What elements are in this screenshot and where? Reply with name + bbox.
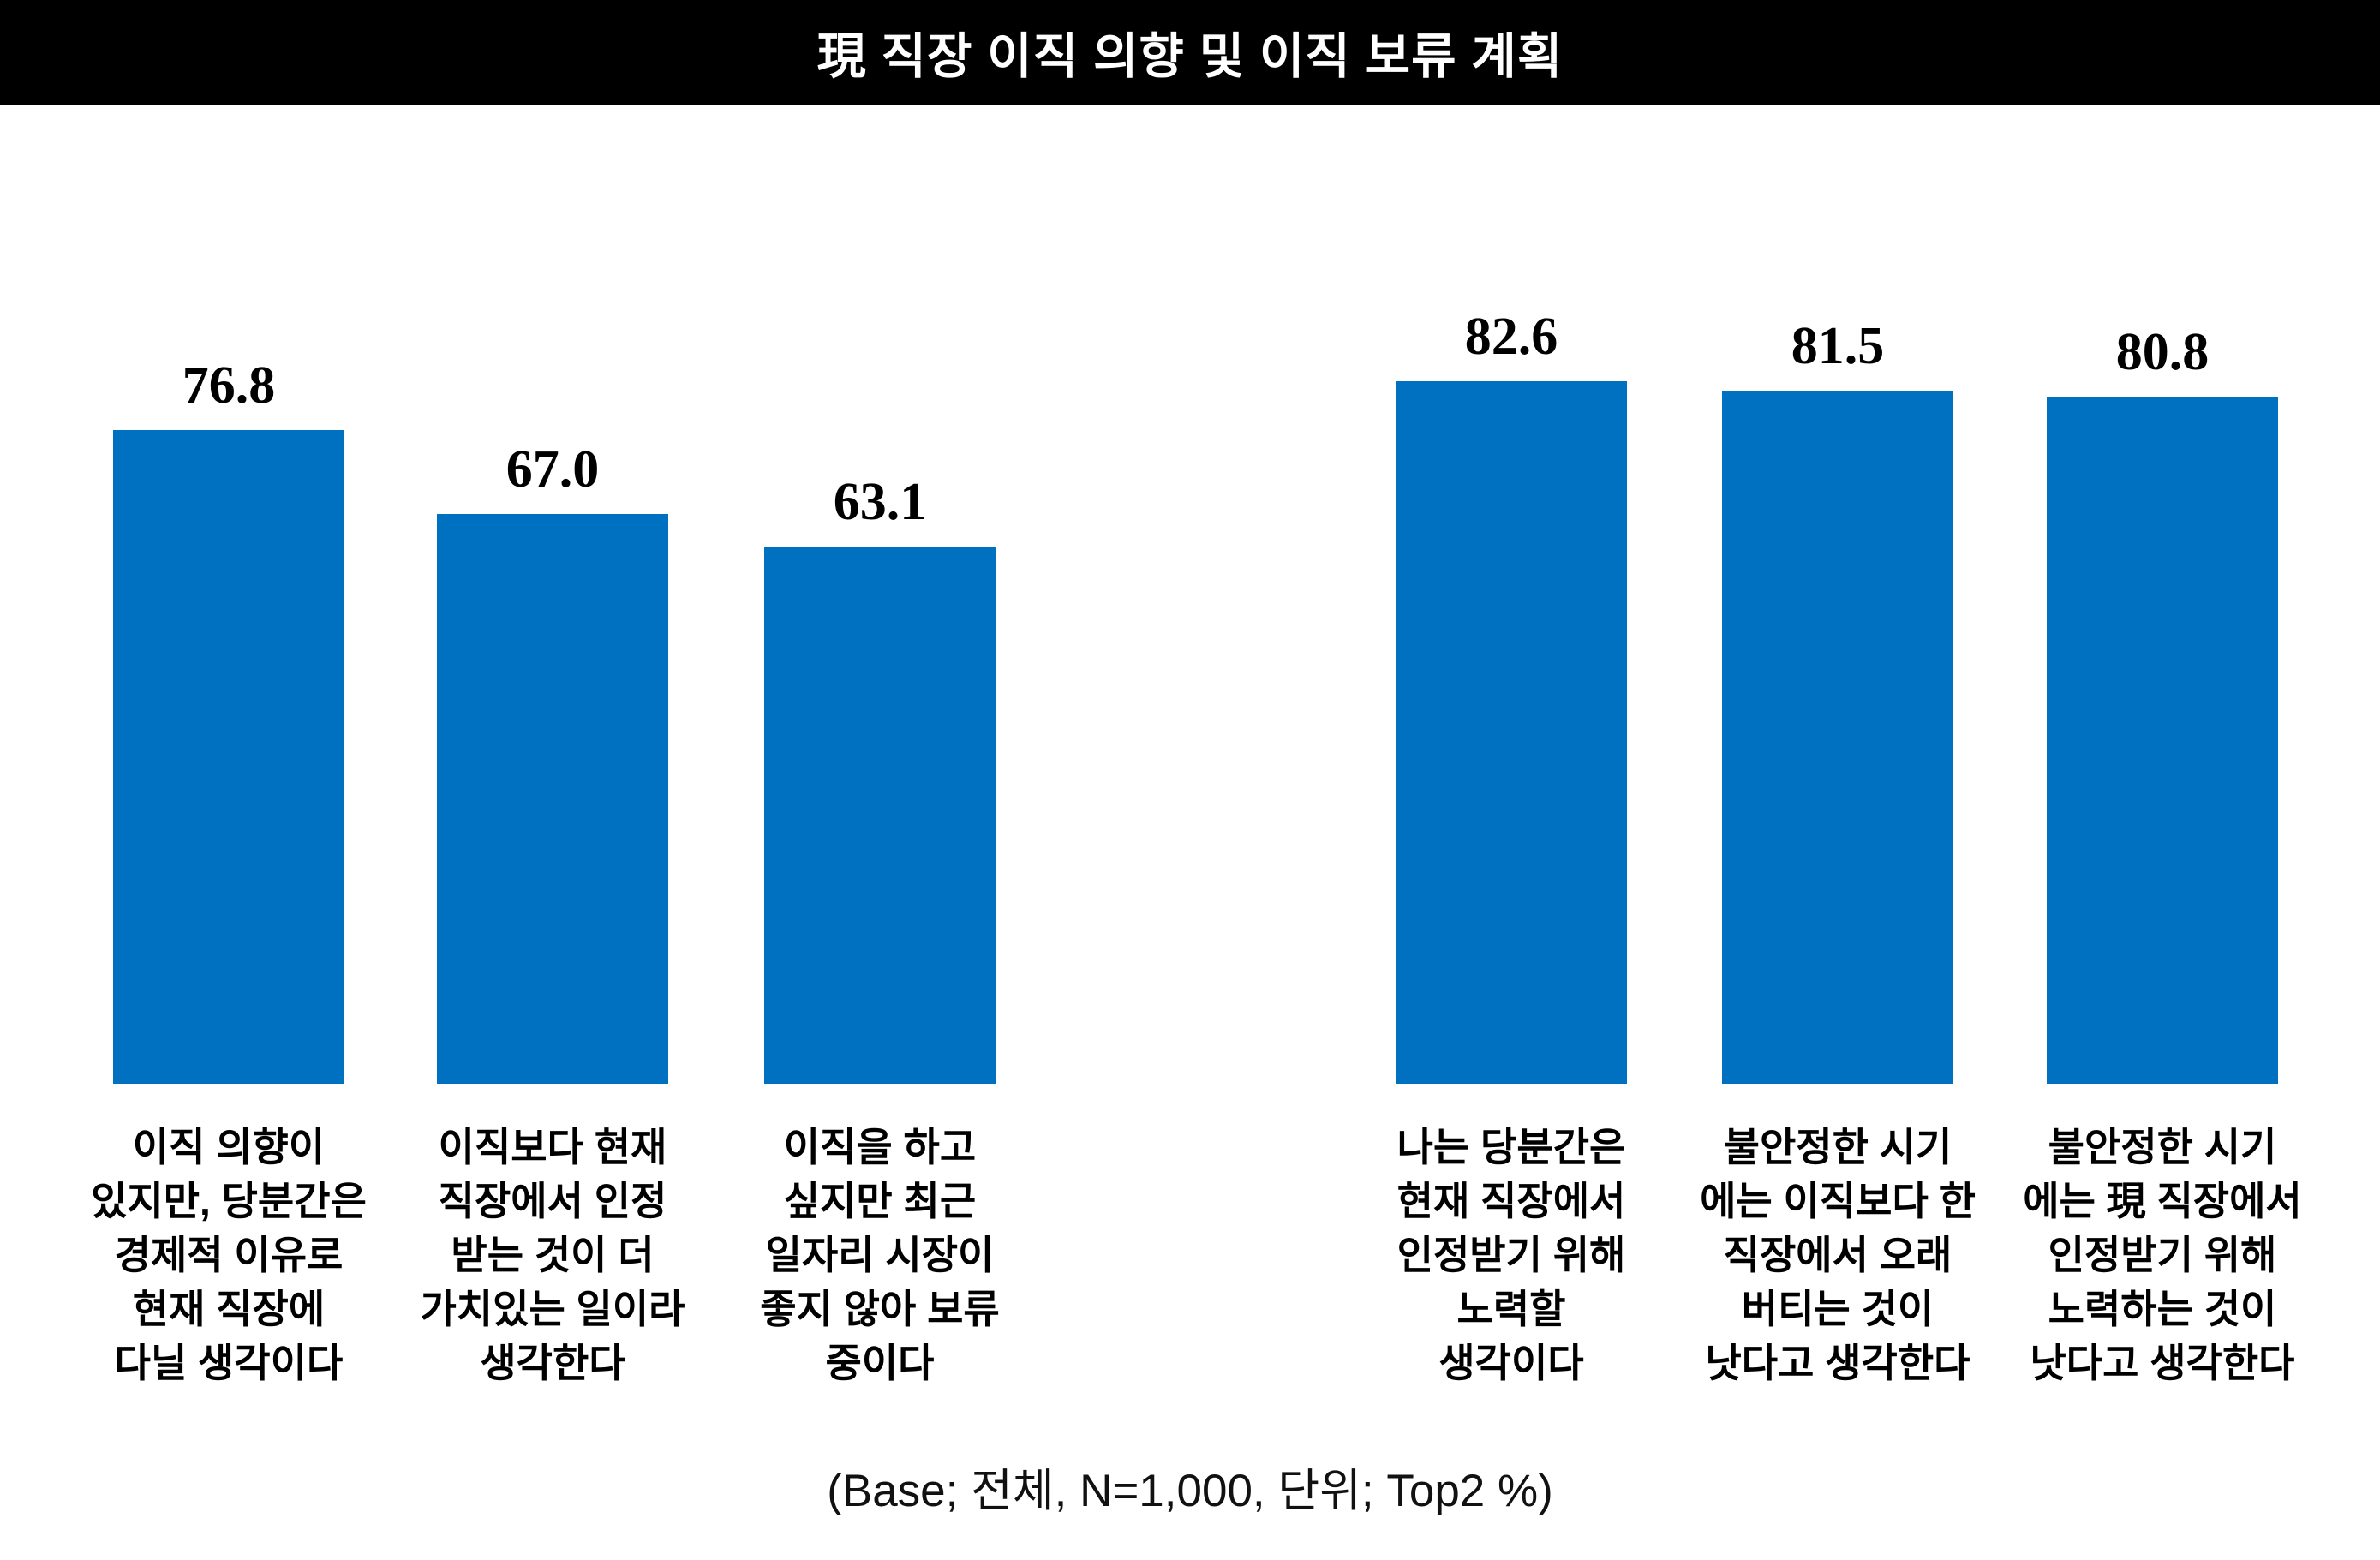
bar-value-label: 67.0 <box>505 440 600 499</box>
bar-value-label: 63.1 <box>833 473 927 531</box>
bar <box>2047 397 2278 1084</box>
bar <box>437 514 668 1084</box>
base-note: (Base; 전체, N=1,000, 단위; Top2 %) <box>827 1466 1553 1516</box>
bar <box>764 547 996 1084</box>
bar-column: 63.1 <box>717 472 1043 1084</box>
chart-plot-area: 76.8 67.0 63.1 82.6 81.5 80.8 <box>66 307 2325 1084</box>
bar-column: 80.8 <box>2000 322 2325 1084</box>
bar-value-label: 76.8 <box>182 356 276 415</box>
bar-column: 76.8 <box>66 356 392 1084</box>
page-title: 現 직장 이직 의향 및 이직 보류 계획 <box>816 29 1564 84</box>
bar-category-label: 나는 당분간은 현재 직장에서 인정받기 위해 노력할 생각이다 <box>1396 1125 1626 1385</box>
bar-value-label: 82.6 <box>1464 308 1558 366</box>
bar-column: 82.6 <box>1348 307 1674 1084</box>
bar-category-label: 불안정한 시기 에는 이직보다 한 직장에서 오래 버티는 것이 낫다고 생각한… <box>1700 1125 1976 1385</box>
bar <box>1396 381 1627 1084</box>
bar-category-label: 불안정한 시기 에는 現 직장에서 인정받기 위해 노력하는 것이 낫다고 생각… <box>2023 1125 2302 1385</box>
bar-value-label: 80.8 <box>2115 323 2210 381</box>
bar-value-label: 81.5 <box>1791 317 1885 375</box>
bar-category-label: 이직보다 현재 직장에서 인정 받는 것이 더 가치있는 일이라 생각한다 <box>420 1125 685 1385</box>
bar-column: 67.0 <box>390 439 715 1084</box>
bar-category-label: 이직을 하고 싶지만 최근 일자리 시장이 좋지 않아 보류 중이다 <box>760 1125 1000 1385</box>
bar-category-label: 이직 의향이 있지만, 당분간은 경제적 이유로 현재 직장에 다닐 생각이다 <box>91 1125 367 1385</box>
bar <box>113 430 344 1084</box>
bar-column: 81.5 <box>1675 316 2000 1084</box>
bar <box>1722 391 1953 1084</box>
title-banner: 現 직장 이직 의향 및 이직 보류 계획 <box>0 0 2380 105</box>
